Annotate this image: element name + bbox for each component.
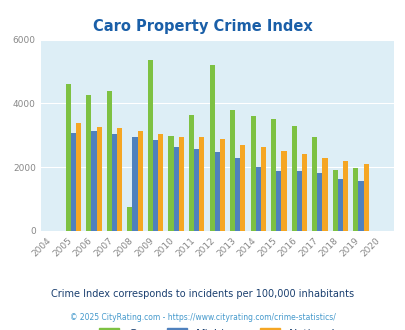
Bar <box>342 161 347 231</box>
Bar <box>188 115 194 231</box>
Bar <box>168 136 173 231</box>
Bar <box>234 158 240 231</box>
Bar <box>332 170 337 231</box>
Bar <box>91 130 96 231</box>
Bar <box>317 173 322 231</box>
Text: Crime Index corresponds to incidents per 100,000 inhabitants: Crime Index corresponds to incidents per… <box>51 289 354 299</box>
Bar <box>132 137 137 231</box>
Bar <box>209 65 214 231</box>
Bar <box>230 110 234 231</box>
Bar <box>255 167 260 231</box>
Legend: Caro, Michigan, National: Caro, Michigan, National <box>96 325 338 330</box>
Bar <box>178 137 183 231</box>
Bar <box>271 119 275 231</box>
Bar <box>112 134 117 231</box>
Bar <box>71 133 76 231</box>
Bar <box>194 149 199 231</box>
Bar <box>301 154 306 231</box>
Bar <box>311 137 317 231</box>
Bar <box>337 179 342 231</box>
Bar <box>358 181 362 231</box>
Bar <box>86 95 91 231</box>
Bar <box>173 147 178 231</box>
Bar <box>352 168 358 231</box>
Bar <box>199 137 204 231</box>
Bar <box>322 158 327 231</box>
Bar <box>250 115 255 231</box>
Bar <box>219 139 224 231</box>
Bar <box>137 130 143 231</box>
Bar <box>153 140 158 231</box>
Bar <box>281 151 286 231</box>
Bar <box>117 128 122 231</box>
Bar <box>214 152 219 231</box>
Bar <box>147 60 153 231</box>
Bar <box>275 171 281 231</box>
Bar <box>296 171 301 231</box>
Bar <box>158 134 163 231</box>
Bar <box>362 164 368 231</box>
Bar <box>107 91 112 231</box>
Bar <box>240 145 245 231</box>
Bar <box>291 126 296 231</box>
Bar <box>260 148 265 231</box>
Bar <box>76 123 81 231</box>
Bar <box>96 127 101 231</box>
Text: Caro Property Crime Index: Caro Property Crime Index <box>93 19 312 34</box>
Bar <box>66 83 71 231</box>
Text: © 2025 CityRating.com - https://www.cityrating.com/crime-statistics/: © 2025 CityRating.com - https://www.city… <box>70 313 335 322</box>
Bar <box>127 207 132 231</box>
